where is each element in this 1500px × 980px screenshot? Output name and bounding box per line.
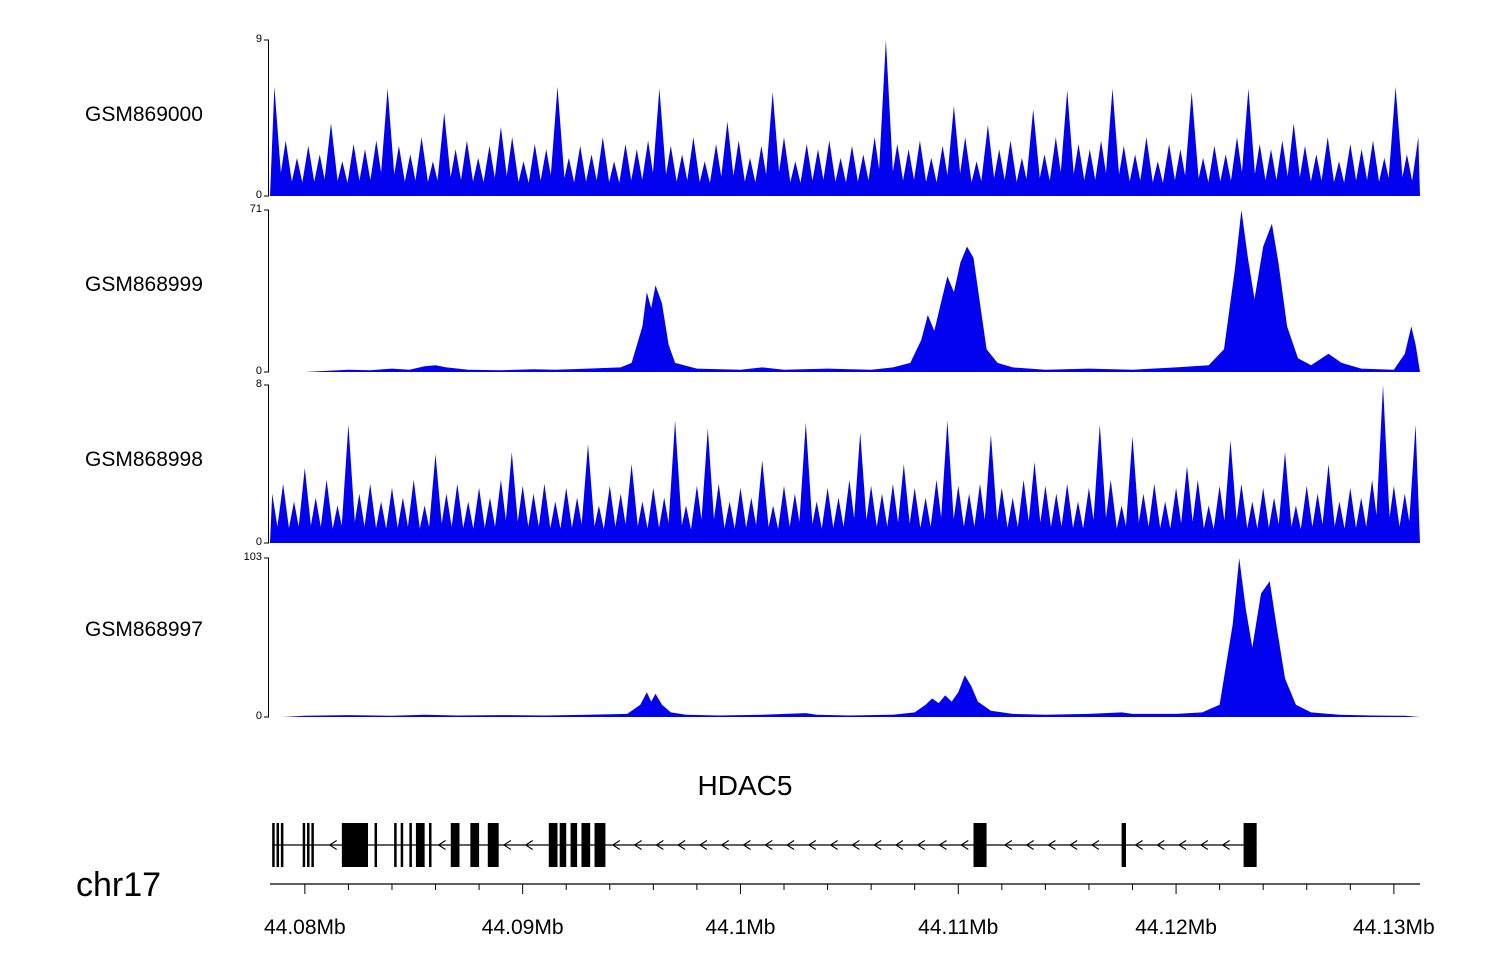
y-max-label-track4: 103 — [243, 551, 262, 563]
y-min-label-track2: 0 — [255, 365, 262, 377]
svg-text:44.09Mb: 44.09Mb — [482, 916, 564, 939]
chromosome-label: chr17 — [76, 866, 162, 904]
y-max-label-track2: 71 — [249, 203, 262, 215]
svg-text:44.1Mb: 44.1Mb — [705, 916, 775, 939]
y-max-label-track3: 8 — [255, 378, 262, 390]
y-max-label-track1: 9 — [255, 33, 262, 45]
track-label-gsm868997: GSM868997 — [85, 618, 203, 641]
gene-name-label: HDAC5 — [697, 770, 793, 801]
svg-text:44.08Mb: 44.08Mb — [264, 916, 346, 939]
y-min-label-track4: 0 — [255, 710, 262, 722]
svg-text:44.11Mb: 44.11Mb — [918, 916, 998, 939]
track-label-gsm869000: GSM869000 — [85, 103, 203, 126]
y-min-label-track1: 0 — [255, 189, 262, 201]
svg-text:44.13Mb: 44.13Mb — [1353, 916, 1435, 939]
y-min-label-track3: 0 — [255, 536, 262, 548]
svg-text:44.12Mb: 44.12Mb — [1135, 916, 1217, 939]
track-label-gsm868998: GSM868998 — [85, 448, 203, 471]
track-label-gsm868999: GSM868999 — [85, 273, 203, 296]
